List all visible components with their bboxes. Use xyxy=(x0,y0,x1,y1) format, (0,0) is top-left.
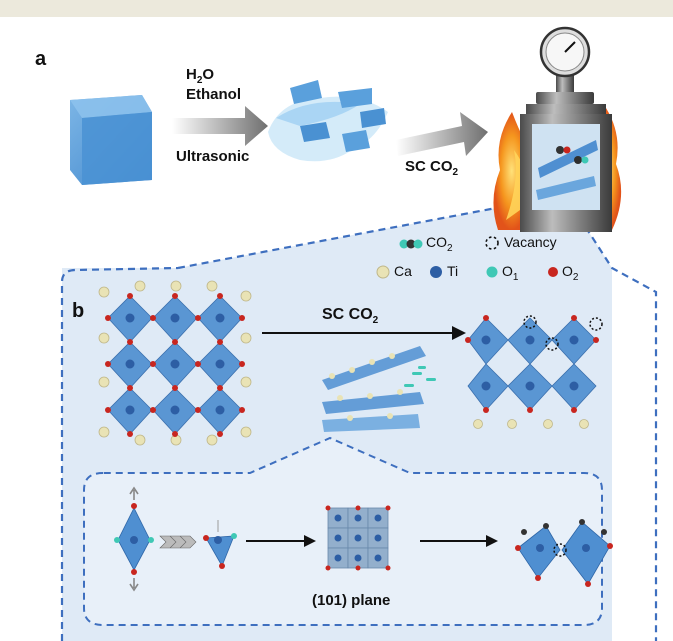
panel-label-b: b xyxy=(72,300,85,322)
legend-markers xyxy=(376,236,558,279)
arrow-step1 xyxy=(172,106,268,146)
panel-b-arrow-label: SC CO2 xyxy=(322,306,379,327)
perovskite-lattice-right xyxy=(465,315,603,429)
top-band xyxy=(0,0,673,17)
octahedron-distortion xyxy=(114,486,237,592)
legend-o1: O1 xyxy=(502,263,519,283)
reagent-water: H2O xyxy=(186,66,215,86)
vacancy-octahedra xyxy=(515,519,613,587)
panel-label-a: a xyxy=(35,48,47,70)
plane-label: (101) plane xyxy=(312,592,391,609)
legend-o2: O2 xyxy=(562,263,579,283)
zoom-region-outline xyxy=(60,193,658,641)
arrow-sc-co2 xyxy=(262,326,466,340)
supercritical-reactor xyxy=(493,26,622,232)
arrow-step2 xyxy=(396,112,488,156)
step2-label: SC CO2 xyxy=(405,158,459,178)
perovskite-lattice-left xyxy=(98,280,252,446)
precursor-cube xyxy=(70,95,152,185)
legend-ti: Ti xyxy=(447,263,459,279)
exfoliation-splash xyxy=(268,80,388,162)
plane-101-lattice xyxy=(325,505,391,571)
reagent-ethanol: Ethanol xyxy=(186,86,241,103)
legend-vacancy: Vacancy xyxy=(504,234,557,250)
intercalated-layers xyxy=(322,346,436,432)
arrow-to-vacancy xyxy=(420,535,498,547)
legend-co2: CO2 xyxy=(426,234,453,254)
method-ultrasonic: Ultrasonic xyxy=(176,148,250,165)
arrow-to-plane xyxy=(246,535,316,547)
legend-ca: Ca xyxy=(394,263,412,279)
